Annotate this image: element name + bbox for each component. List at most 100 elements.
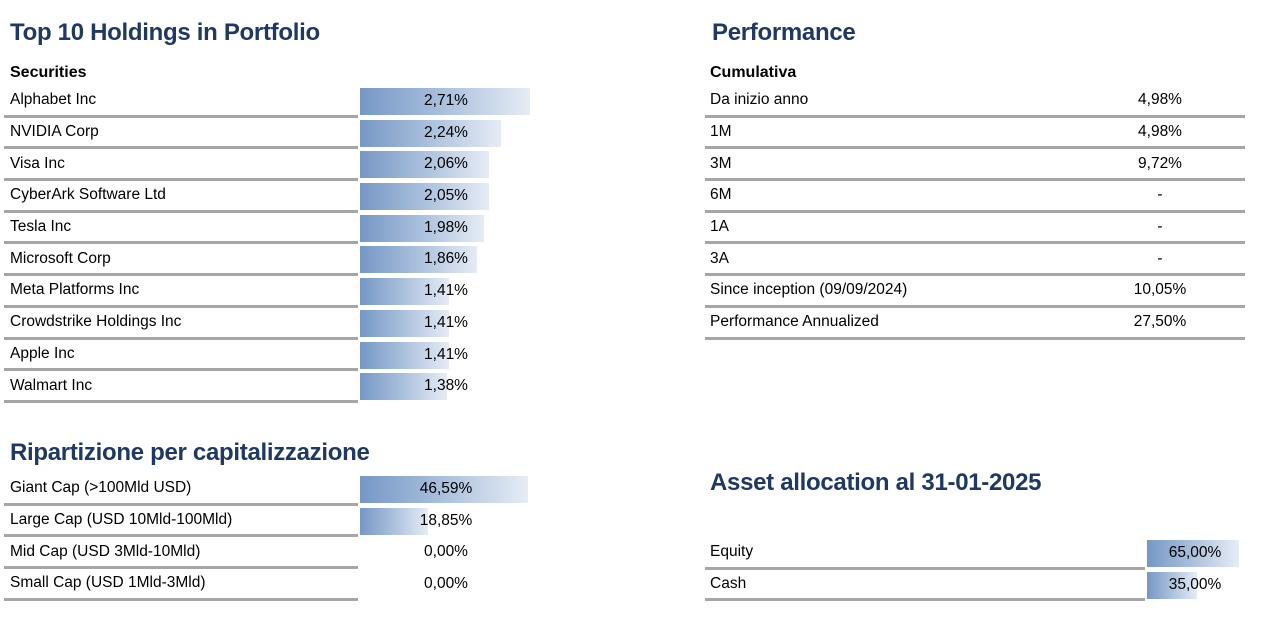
table-row: Giant Cap (>100Mld USD) 46,59% (4, 474, 534, 506)
row-value: 2,05% (424, 187, 468, 205)
row-bar-cell: 65,00% (1145, 538, 1245, 570)
table-row: Microsoft Corp 1,86% (4, 244, 534, 277)
table-row: CyberArk Software Ltd 2,05% (4, 181, 534, 213)
row-value: - (1157, 218, 1163, 236)
data-bar (360, 119, 501, 147)
row-value: 1,41% (424, 345, 468, 363)
row-label: Alphabet Inc (4, 86, 358, 118)
holdings-section: Top 10 Holdings in Portfolio Securities … (4, 18, 534, 438)
asset-allocation-title: Asset allocation al 31-01-2025 (710, 469, 1042, 496)
table-row: Walmart Inc 1,38% (4, 371, 534, 403)
row-label: Apple Inc (4, 340, 358, 372)
row-label: Small Cap (USD 1Mld-3Mld) (4, 569, 358, 601)
row-value: 65,00% (1168, 544, 1222, 561)
performance-title: Performance (712, 19, 856, 46)
row-label: Cash (705, 570, 1145, 602)
data-bar (1147, 540, 1239, 567)
table-row: Cash 35,00% (705, 570, 1245, 602)
holdings-table: Alphabet Inc 2,71% NVIDIA Corp 2,24% Visa In… (4, 86, 534, 403)
row-label: 3A (710, 249, 729, 267)
row-value: 2,71% (424, 92, 468, 109)
row-label: Giant Cap (>100Mld USD) (4, 474, 358, 506)
row-label: Equity (705, 538, 1145, 570)
row-label: Visa Inc (4, 149, 358, 182)
row-label: Crowdstrike Holdings Inc (4, 308, 358, 340)
row-label: NVIDIA Corp (4, 118, 358, 150)
table-row: Large Cap (USD 10Mld-100Mld) 18,85% (4, 506, 534, 538)
row-label: Microsoft Corp (4, 244, 358, 277)
table-row: Mid Cap (USD 3Mld-10Mld) 0,00% (4, 537, 534, 570)
data-bar (360, 88, 530, 115)
table-row: Visa Inc 2,06% (4, 149, 534, 182)
row-label: Mid Cap (USD 3Mld-10Mld) (4, 537, 358, 570)
holdings-subtitle: Securities (10, 64, 87, 81)
asset-allocation-section: Asset allocation al 31-01-2025 Equity 65,… (705, 468, 1245, 613)
row-label: Since inception (09/09/2024) (710, 281, 908, 299)
row-value: 1,86% (424, 250, 468, 268)
row-value: 0,00% (424, 543, 468, 561)
row-bar-cell: 1,38% (358, 371, 534, 403)
row-bar-cell: 2,24% (358, 118, 534, 150)
row-value: 1,41% (424, 313, 468, 331)
row-value: - (1157, 249, 1163, 267)
row-label: Meta Platforms Inc (4, 276, 358, 308)
row-bar-cell: 2,06% (358, 149, 534, 181)
row-value: 9,72% (1138, 154, 1182, 172)
table-row: Equity 65,00% (705, 538, 1245, 570)
row-value: 46,59% (419, 480, 473, 497)
row-value: 1,41% (424, 282, 468, 300)
row-bar-cell: 1,86% (358, 244, 534, 276)
row-value: 18,85% (419, 511, 473, 529)
row-bar-cell: 0,00% (358, 537, 534, 569)
row-label: CyberArk Software Ltd (4, 181, 358, 213)
row-value: - (1157, 186, 1163, 204)
capitalization-section: Ripartizione per capitalizzazione Giant … (4, 438, 534, 608)
data-bar (360, 246, 477, 274)
row-value: 2,06% (424, 155, 468, 173)
row-bar-cell: 1,41% (358, 276, 534, 308)
row-bar-cell: 35,00% (1145, 570, 1245, 602)
table-row: 6M - (705, 181, 1245, 213)
row-bar-cell: 2,71% (358, 86, 534, 118)
performance-section: Performance Cumulativa Da inizio anno 4,9… (705, 18, 1245, 358)
table-row: Meta Platforms Inc 1,41% (4, 276, 534, 308)
row-value: 0,00% (424, 575, 468, 593)
row-value: 35,00% (1168, 575, 1222, 593)
holdings-title: Top 10 Holdings in Portfolio (10, 19, 320, 46)
capitalization-title: Ripartizione per capitalizzazione (10, 439, 370, 466)
table-row: Small Cap (USD 1Mld-3Mld) 0,00% (4, 569, 534, 601)
table-row: 3M 9,72% (705, 149, 1245, 182)
table-row: Performance Annualized 27,50% (705, 308, 1245, 340)
row-bar-cell: 1,41% (358, 308, 534, 340)
table-row: NVIDIA Corp 2,24% (4, 118, 534, 150)
data-bar (360, 278, 449, 306)
row-value: 4,98% (1138, 91, 1182, 109)
row-value: 4,98% (1138, 123, 1182, 141)
capitalization-table: Giant Cap (>100Mld USD) 46,59% Large Cap (… (4, 474, 534, 601)
row-label: 1M (710, 123, 732, 141)
row-bar-cell: 2,05% (358, 181, 534, 213)
table-row: Da inizio anno 4,98% (705, 86, 1245, 118)
data-bar (360, 183, 489, 211)
table-row: Since inception (09/09/2024) 10,05% (705, 276, 1245, 308)
data-bar (360, 214, 485, 242)
row-label: Walmart Inc (4, 371, 358, 403)
row-label: Large Cap (USD 10Mld-100Mld) (4, 506, 358, 538)
table-row: 1A - (705, 213, 1245, 245)
table-row: Alphabet Inc 2,71% (4, 86, 534, 118)
row-value: 1,38% (424, 377, 468, 395)
row-label: 1A (710, 218, 729, 236)
row-bar-cell: 1,41% (358, 340, 534, 372)
data-bar (360, 341, 449, 369)
performance-subtitle: Cumulativa (710, 64, 797, 81)
row-value: 27,50% (1133, 313, 1187, 331)
data-bar (360, 373, 447, 401)
row-value: 1,98% (424, 218, 468, 236)
row-label: Da inizio anno (710, 91, 809, 109)
table-row: Crowdstrike Holdings Inc 1,41% (4, 308, 534, 340)
row-value: 2,24% (424, 123, 468, 141)
data-bar (360, 151, 490, 179)
data-bar (1147, 571, 1197, 599)
row-label: Performance Annualized (710, 313, 879, 331)
row-bar-cell: 46,59% (358, 474, 534, 506)
